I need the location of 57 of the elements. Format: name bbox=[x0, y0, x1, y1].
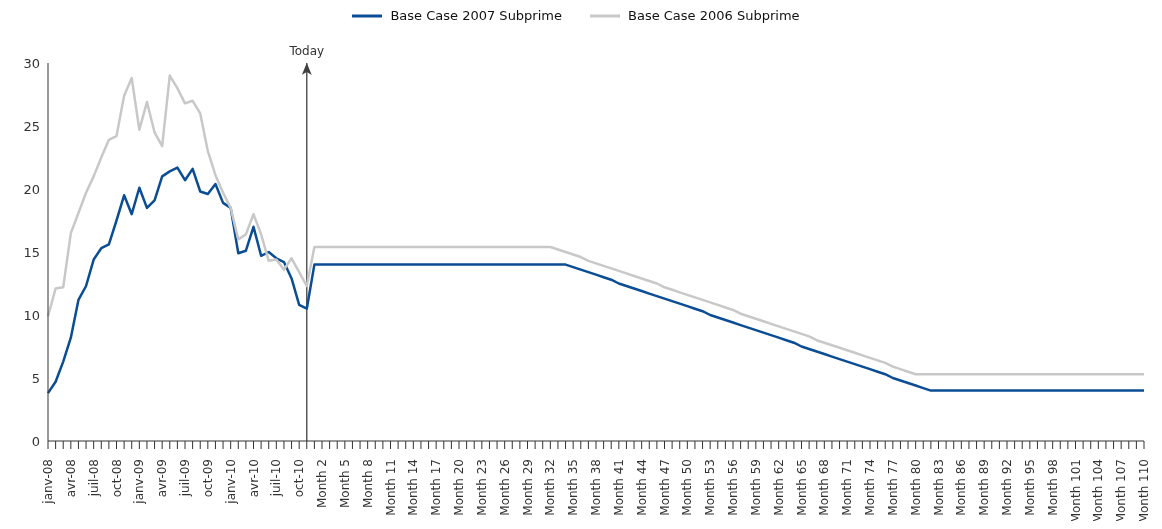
y-tick-label: 20 bbox=[23, 181, 40, 197]
x-tick-label: Month 29 bbox=[520, 459, 535, 516]
x-tick-label: Month 53 bbox=[703, 459, 718, 516]
x-tick-label: juil-10 bbox=[269, 459, 284, 498]
line-series bbox=[46, 166, 1146, 395]
x-tick-label: Month 35 bbox=[566, 459, 581, 516]
x-tick-label: janv-08 bbox=[41, 459, 55, 505]
x-tick-label: Month 86 bbox=[954, 459, 969, 516]
x-tick-label: Month 92 bbox=[1000, 459, 1014, 516]
x-tick-label: Month 95 bbox=[1022, 459, 1037, 516]
x-tick-label: Month 56 bbox=[726, 459, 740, 516]
x-tick-label: avr-09 bbox=[155, 459, 170, 498]
y-tick-label: 0 bbox=[31, 433, 40, 449]
x-tick-label: janv-10 bbox=[223, 459, 238, 505]
y-tick-label: 15 bbox=[23, 244, 40, 260]
x-tick-label: Month 98 bbox=[1045, 459, 1060, 516]
x-tick-label: Month 32 bbox=[543, 459, 558, 516]
x-tick-label: oct-09 bbox=[200, 459, 215, 498]
x-tick-label: Month 5 bbox=[337, 459, 352, 509]
x-tick-label: Month 59 bbox=[748, 459, 763, 516]
x-tick-label: oct-08 bbox=[109, 459, 124, 498]
x-tick-label: Month 20 bbox=[452, 459, 466, 516]
y-tick-label: 5 bbox=[31, 370, 40, 386]
x-tick-label: Month 26 bbox=[497, 459, 512, 516]
x-tick-label: Month 68 bbox=[817, 459, 832, 516]
x-tick-label: Month 14 bbox=[406, 459, 421, 516]
x-tick-label: Month 62 bbox=[771, 459, 786, 516]
y-tick-label: 30 bbox=[23, 55, 40, 71]
x-tick-label: Month 74 bbox=[863, 459, 877, 516]
x-tick-label: Month 77 bbox=[885, 459, 900, 516]
x-tick-label: Month 44 bbox=[634, 459, 649, 516]
x-tick-label: Month 38 bbox=[589, 459, 603, 516]
y-tick-label: 25 bbox=[23, 118, 40, 134]
x-tick-label: Month 23 bbox=[474, 459, 489, 516]
x-tick-label: oct-10 bbox=[292, 459, 307, 498]
x-tick-label: juil-08 bbox=[86, 459, 101, 498]
x-tick-label: avr-10 bbox=[246, 459, 261, 498]
y-tick-label: 10 bbox=[23, 307, 40, 323]
x-tick-label: Month 65 bbox=[794, 459, 809, 516]
x-tick-label: Month 47 bbox=[657, 459, 672, 516]
x-tick-label: Month 89 bbox=[977, 459, 992, 516]
x-tick-label: Month 41 bbox=[611, 459, 626, 516]
legend-label: Base Case 2007 Subprime bbox=[389, 8, 562, 23]
x-tick-label: janv-09 bbox=[132, 459, 147, 505]
x-tick-label: Month 8 bbox=[360, 459, 375, 509]
legend-label: Base Case 2006 Subprime bbox=[627, 8, 800, 23]
x-tick-label: Month 71 bbox=[840, 459, 855, 516]
x-tick-label: Month 11 bbox=[383, 459, 398, 516]
line-series bbox=[46, 74, 1146, 376]
text: Today bbox=[288, 44, 325, 58]
x-tick-label: Month 17 bbox=[429, 459, 444, 516]
x-tick-label: avr-08 bbox=[63, 459, 78, 498]
x-tick-label: Month 83 bbox=[931, 459, 946, 516]
x-tick-label: juil-09 bbox=[178, 459, 192, 498]
x-tick-label: Month 50 bbox=[680, 459, 695, 516]
x-tick-label: Month 80 bbox=[908, 459, 923, 516]
x-tick-label: Month 2 bbox=[315, 459, 329, 509]
